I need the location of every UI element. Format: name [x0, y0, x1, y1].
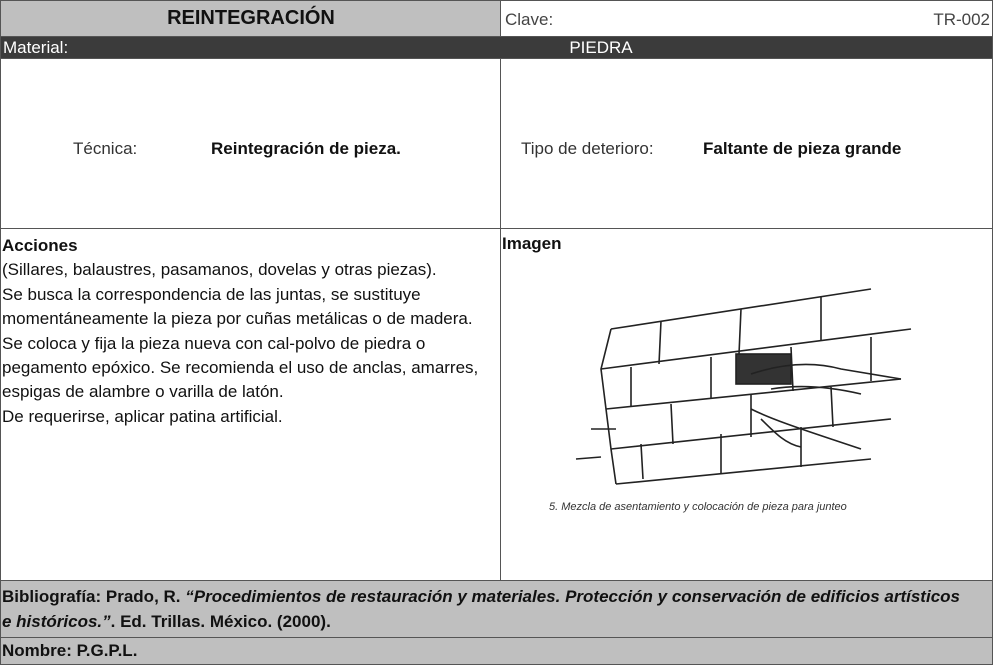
deterioro-label: Tipo de deterioro: [521, 139, 654, 158]
material-label: Material: [3, 38, 69, 57]
bibliografia-row: Bibliografía: Prado, R. “Procedimientos … [0, 580, 993, 638]
image-caption: 5. Mezcla de asentamiento y colocación d… [549, 501, 847, 513]
tecnica-cell: Técnica: Reintegración de pieza. [0, 58, 501, 229]
acciones-cell: Acciones (Sillares, balaustres, pasamano… [0, 228, 501, 581]
acciones-paragraph: Se coloca y fija la pieza nueva con cal-… [2, 333, 479, 402]
clave-value: TR-002 [933, 10, 990, 29]
illustration [575, 288, 912, 485]
form-title: REINTEGRACIÓN [167, 7, 335, 29]
acciones-paragraph: De requerirse, aplicar patina artificial… [2, 406, 283, 426]
clave-cell: Clave: TR-002 [500, 0, 993, 37]
bib-work: “Procedimientos de restauración y materi… [2, 587, 960, 631]
material-value: PIEDRA [569, 38, 633, 57]
title-cell: REINTEGRACIÓN [0, 0, 501, 37]
acciones-title: Acciones [2, 236, 78, 255]
nombre-row: Nombre: P.G.P.L. [0, 637, 993, 665]
tecnica-value: Reintegración de pieza. [211, 139, 401, 158]
material-row: Material: PIEDRA [0, 36, 993, 59]
imagen-cell: Imagen 5. Mezcla de asentamiento y coloc… [500, 228, 993, 581]
bibliografia: Bibliografía: Prado, R. “Procedimientos … [2, 584, 962, 634]
deterioro-cell: Tipo de deterioro: Faltante de pieza gra… [500, 58, 993, 229]
clave-label: Clave: [505, 10, 554, 29]
deterioro-value: Faltante de pieza grande [703, 139, 902, 158]
acciones-body: Acciones (Sillares, balaustres, pasamano… [2, 234, 496, 429]
bib-lead: Bibliografía: Prado, R. [2, 587, 186, 606]
bib-tail: . Ed. Trillas. México. (2000). [110, 612, 331, 631]
tecnica-label: Técnica: [73, 139, 138, 158]
imagen-title: Imagen [502, 234, 562, 253]
nombre: Nombre: P.G.P.L. [2, 641, 138, 660]
acciones-paragraph: Se busca la correspondencia de las junta… [2, 284, 473, 329]
acciones-paragraph: (Sillares, balaustres, pasamanos, dovela… [2, 260, 437, 280]
